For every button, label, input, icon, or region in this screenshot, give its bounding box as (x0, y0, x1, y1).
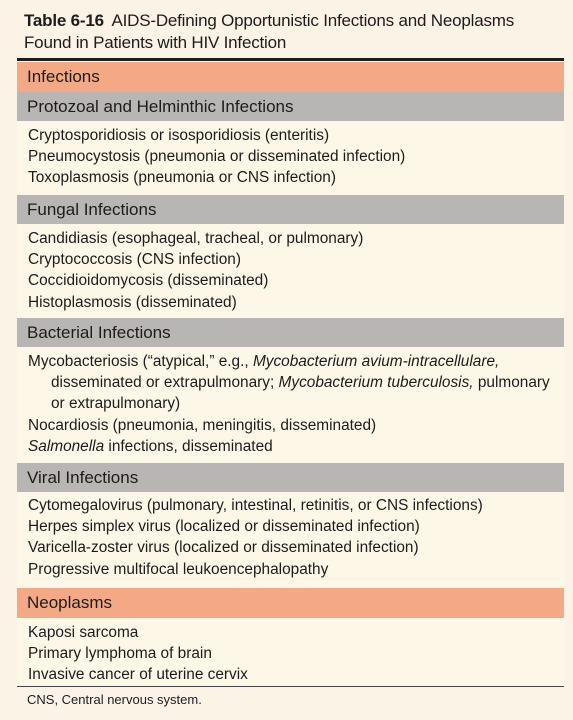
list-item: Histoplasmosis (disseminated) (28, 293, 237, 311)
table-title: Table 6-16 AIDS-Defining Opportunistic I… (24, 10, 564, 54)
myco-species-b: Mycobacterium tuberculosis, (278, 374, 474, 392)
infections-header: Infections (17, 62, 564, 92)
list-item: Varicella-zoster virus (localized or dis… (28, 539, 419, 557)
list-item: Mycobacteriosis (“atypical,” e.g., Mycob… (28, 351, 558, 372)
myco-text-a: Mycobacteriosis (“atypical,” e.g., (28, 353, 253, 370)
list-item: Herpes simplex virus (localized or disse… (28, 518, 420, 536)
list-item: Progressive multifocal leukoencephalopat… (28, 560, 329, 578)
salmonella-genus: Salmonella (28, 437, 105, 455)
protozoal-list: Cryptosporidiosis or isosporidiosis (ent… (28, 125, 558, 189)
list-item: Primary lymphoma of brain (28, 645, 212, 663)
list-item: Kaposi sarcoma (28, 624, 139, 641)
list-item-continuation: or extrapulmonary) (51, 395, 181, 413)
list-item-continuation: disseminated or extrapulmonary; Mycobact… (28, 372, 558, 393)
list-item: Coccidioidomycosis (disseminated) (28, 272, 269, 290)
viral-list: Cytomegalovirus (pulmonary, intestinal, … (28, 495, 558, 580)
list-item: Toxoplasmosis (pneumonia or CNS infectio… (28, 169, 336, 187)
top-rule (17, 58, 564, 61)
list-item: Salmonella infections, disseminated (28, 436, 558, 457)
table-body (17, 61, 564, 686)
list-item: Nocardiosis (pneumonia, meningitis, diss… (28, 416, 377, 434)
bacterial-header: Bacterial Infections (17, 318, 564, 347)
list-item: Cryptosporidiosis or isosporidiosis (ent… (28, 127, 330, 144)
neoplasms-header: Neoplasms (17, 588, 564, 618)
table-caption: AIDS-Defining Opportunistic Infections a… (24, 11, 515, 52)
protozoal-header: Protozoal and Helminthic Infections (17, 92, 564, 121)
fungal-list: Candidiasis (esophageal, tracheal, or pu… (28, 228, 558, 313)
list-item: Cryptococcosis (CNS infection) (28, 251, 241, 269)
myco-text-e: pulmonary (473, 374, 550, 392)
neoplasms-list: Kaposi sarcoma Primary lymphoma of brain… (28, 622, 558, 686)
table-number: Table 6-16 (24, 11, 104, 30)
list-item: Cytomegalovirus (pulmonary, intestinal, … (28, 497, 483, 514)
list-item: Invasive cancer of uterine cervix (28, 666, 248, 684)
salmonella-text: infections, disseminated (104, 437, 273, 455)
bacterial-list: Mycobacteriosis (“atypical,” e.g., Mycob… (28, 351, 558, 457)
viral-header: Viral Infections (17, 463, 564, 492)
list-item: Candidiasis (esophageal, tracheal, or pu… (28, 230, 364, 247)
footnote: CNS, Central nervous system. (27, 692, 202, 707)
myco-species-a: Mycobacterium avium-intracellulare, (252, 353, 500, 370)
myco-text-c: disseminated or extrapulmonary; (51, 374, 279, 392)
list-item: Pneumocystosis (pneumonia or disseminate… (28, 148, 406, 166)
fungal-header: Fungal Infections (17, 195, 564, 224)
bottom-rule (17, 686, 564, 687)
